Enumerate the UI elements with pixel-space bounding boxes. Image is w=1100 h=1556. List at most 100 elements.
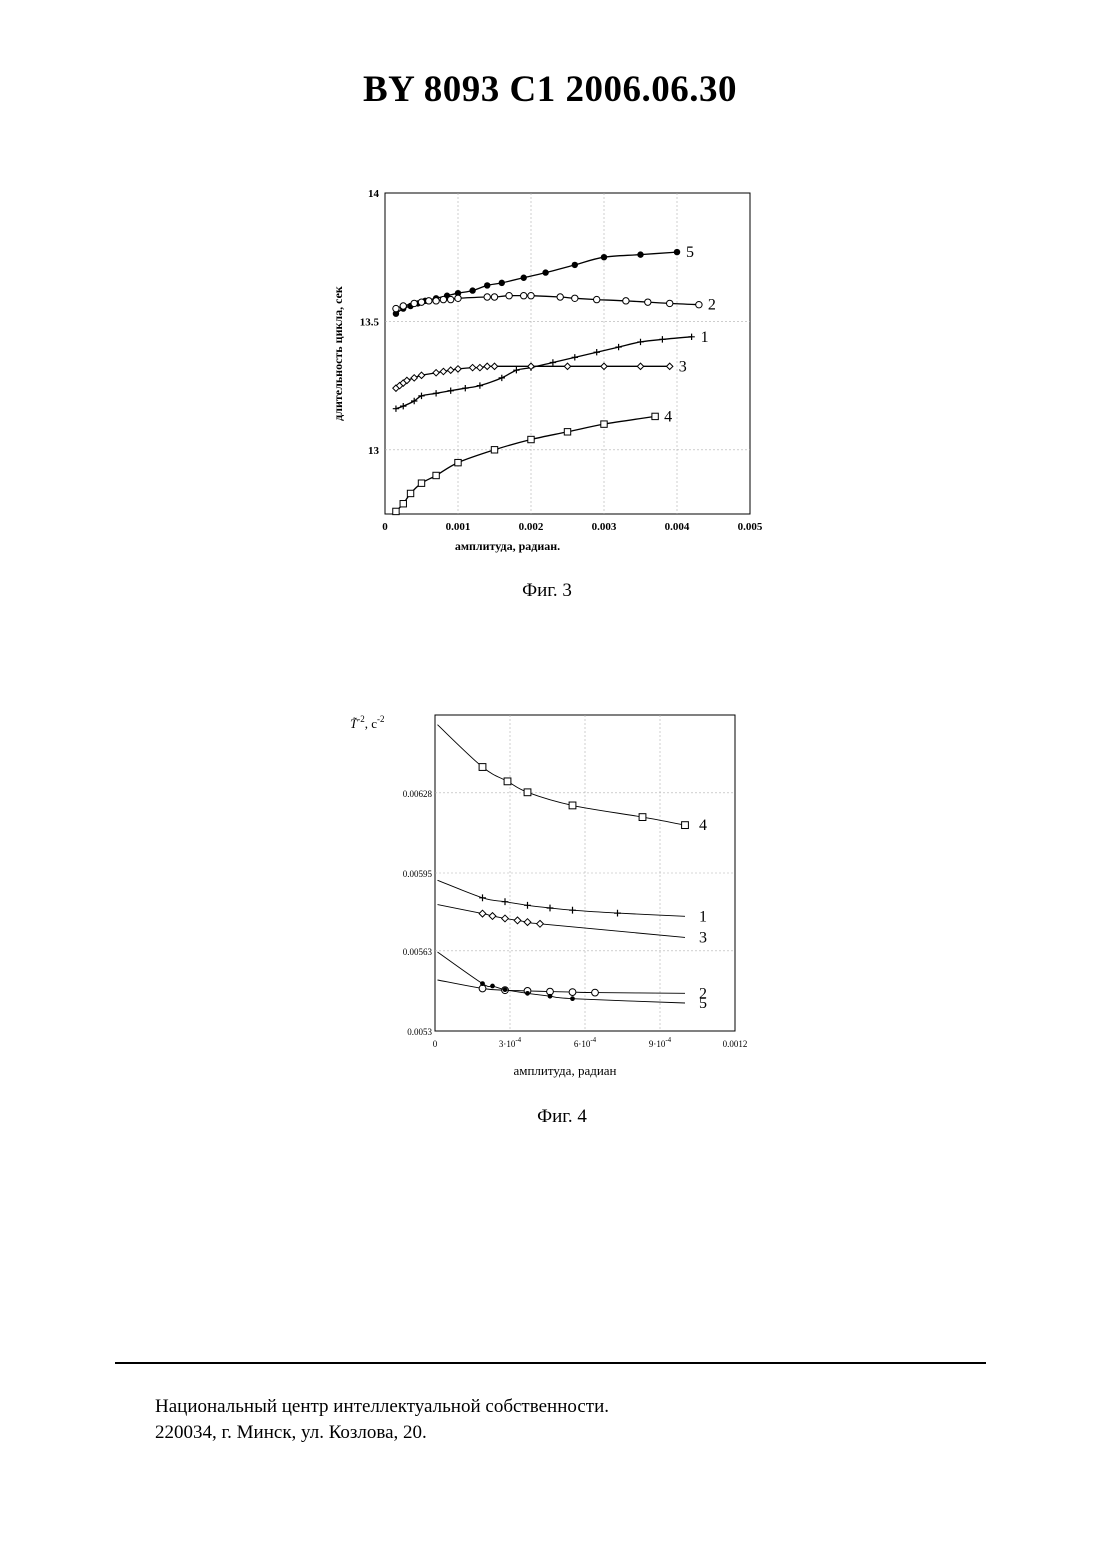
data-point — [393, 305, 399, 311]
data-point — [400, 501, 406, 507]
data-point — [491, 447, 497, 453]
figure-4-chart: 03·10-46·10-49·10-40.00120.00530.005630.… — [0, 700, 1100, 1100]
data-point — [433, 390, 439, 396]
data-point — [506, 293, 512, 299]
data-point — [469, 364, 475, 370]
data-point — [564, 429, 570, 435]
y-tick-label: 13 — [368, 445, 380, 457]
data-point — [564, 363, 570, 369]
y-tick-label: 0.00595 — [403, 869, 433, 879]
data-point — [484, 294, 490, 300]
plot-frame — [385, 193, 750, 514]
series-4 — [438, 725, 689, 829]
data-point — [594, 349, 600, 355]
series-1 — [438, 880, 686, 916]
y-tick-label: 13.5 — [360, 316, 380, 328]
data-point — [462, 385, 468, 391]
data-point — [491, 294, 497, 300]
data-point — [477, 364, 483, 370]
series-line-4 — [396, 416, 655, 511]
data-point — [418, 393, 424, 399]
data-point — [524, 919, 531, 926]
data-point — [455, 295, 461, 301]
data-point — [637, 339, 643, 345]
data-point — [484, 282, 490, 288]
data-point — [479, 894, 486, 901]
data-point — [455, 366, 461, 372]
series-4 — [393, 413, 659, 514]
data-point — [570, 996, 575, 1001]
footer-line-2: 220034, г. Минск, ул. Козлова, 20. — [155, 1420, 609, 1446]
data-point — [504, 778, 511, 785]
series-label-5: 5 — [699, 995, 707, 1012]
data-point — [499, 375, 505, 381]
data-point — [652, 413, 658, 419]
data-point — [639, 814, 646, 821]
series-label-1: 1 — [699, 908, 707, 925]
series-5 — [438, 952, 686, 1003]
data-point — [592, 989, 599, 996]
data-point — [418, 372, 424, 378]
x-tick-label: 0 — [382, 521, 388, 533]
data-point — [572, 295, 578, 301]
series-label-2: 2 — [708, 297, 716, 314]
x-axis-label: амплитуда, радиан. — [455, 539, 560, 553]
data-point — [537, 920, 544, 927]
data-point — [682, 822, 689, 829]
data-point — [411, 300, 417, 306]
figure-3-caption: Фиг. 3 — [0, 580, 1097, 602]
x-tick-label: 0.001 — [446, 521, 471, 533]
data-point — [569, 989, 576, 996]
figure-4-caption: Фиг. 4 — [12, 1106, 1100, 1128]
data-point — [601, 363, 607, 369]
data-point — [393, 406, 399, 412]
series-label-4: 4 — [664, 408, 672, 425]
data-point — [479, 764, 486, 771]
data-point — [637, 363, 643, 369]
data-point — [550, 359, 556, 365]
data-point — [440, 368, 446, 374]
series-5 — [393, 249, 680, 317]
data-point — [484, 363, 490, 369]
data-point — [572, 262, 578, 268]
series-line-5 — [396, 252, 677, 314]
figure-3-chart: 00.0010.0020.0030.0040.0051313.514амплит… — [0, 170, 1100, 570]
data-point — [521, 275, 527, 281]
data-point — [455, 459, 461, 465]
data-point — [525, 991, 530, 996]
data-point — [521, 293, 527, 299]
data-point — [448, 367, 454, 373]
data-point — [569, 802, 576, 809]
y-axis-label: длительность цикла, сек — [331, 286, 345, 421]
data-point — [503, 987, 508, 992]
data-point — [524, 789, 531, 796]
series-2 — [438, 980, 686, 996]
document-header: BY 8093 C1 2006.06.30 — [0, 68, 1100, 111]
data-point — [696, 302, 702, 308]
series-label-4: 4 — [699, 817, 707, 834]
data-point — [674, 249, 680, 255]
data-point — [393, 508, 399, 514]
footer-line-1: Национальный центр интеллектуальной собс… — [155, 1394, 609, 1420]
data-point — [418, 299, 424, 305]
x-tick-label: 0 — [433, 1039, 438, 1049]
data-point — [418, 480, 424, 486]
data-point — [569, 907, 576, 914]
series-3 — [393, 363, 673, 391]
data-point — [433, 298, 439, 304]
data-point — [502, 915, 509, 922]
data-point — [448, 296, 454, 302]
series-label-5: 5 — [686, 244, 694, 261]
data-point — [479, 985, 486, 992]
data-point — [411, 375, 417, 381]
data-point — [433, 472, 439, 478]
y-tick-label: 0.0053 — [407, 1027, 432, 1037]
data-point — [594, 296, 600, 302]
data-point — [524, 902, 531, 909]
series-label-3: 3 — [699, 929, 707, 946]
footer-divider — [115, 1362, 986, 1364]
x-axis-label: амплитуда, радиан — [513, 1063, 616, 1078]
data-point — [400, 403, 406, 409]
series-label-1: 1 — [701, 329, 709, 346]
data-point — [667, 300, 673, 306]
